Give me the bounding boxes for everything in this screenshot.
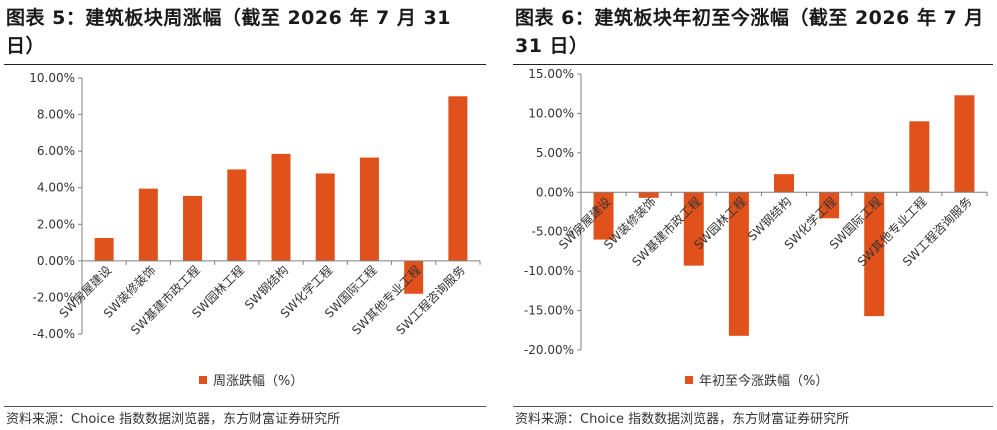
y-tick-label: 0.00%	[37, 254, 75, 268]
chart-area: 10.00% 8.00% 6.00% 4.00% 2.00% 0.00% -2.00% -4.…	[4, 66, 486, 404]
y-tick-label: -10.00%	[524, 264, 574, 278]
y-tick-label: 5.00%	[536, 146, 574, 160]
bar	[183, 195, 203, 261]
y-tick-label: -4.00%	[33, 327, 75, 341]
bar	[404, 260, 424, 294]
y-tick-label: 4.00%	[37, 181, 75, 195]
bar	[774, 174, 794, 193]
chart-area: 15.00% 10.00% 5.00% 0.00% -5.00% -10.00% -15.0…	[513, 66, 993, 404]
chart-panel-ytd: 图表 6：建筑板块年初至今涨幅（截至 2026 年 7 月 31 日） 15.0…	[509, 0, 997, 430]
chart-title: 图表 5：建筑板块周涨幅（截至 2026 年 7 月 31 日）	[6, 7, 451, 57]
y-tick-label: -20.00%	[524, 343, 574, 357]
source-divider	[513, 406, 993, 407]
bar	[954, 95, 975, 193]
source-note: 资料来源：Choice 指数数据浏览器，东方财富证券研究所	[6, 412, 341, 427]
bar	[227, 169, 247, 261]
y-tick-label: 2.00%	[37, 217, 75, 231]
y-tick-label: 15.00%	[528, 67, 574, 81]
y-tick-label: -5.00%	[532, 225, 574, 239]
legend-label: 周涨跌幅（%）	[213, 374, 304, 389]
bar	[593, 192, 614, 240]
chart-panel-weekly: 图表 5：建筑板块周涨幅（截至 2026 年 7 月 31 日） 10.00% 8…	[0, 0, 490, 430]
bar	[94, 238, 114, 261]
y-tick-label: 10.00%	[29, 71, 75, 85]
y-tick-label: -2.00%	[33, 290, 75, 304]
bar-chart-ytd: 15.00% 10.00% 5.00% 0.00% -5.00% -10.00% -15.0…	[524, 67, 988, 357]
bar	[864, 192, 885, 317]
bar	[728, 192, 749, 336]
title-divider	[4, 64, 486, 65]
y-tick-label: 6.00%	[37, 144, 75, 158]
bar	[315, 173, 335, 261]
y-tick-label: 0.00%	[536, 185, 574, 199]
source-note: 资料来源：Choice 指数数据浏览器，东方财富证券研究所	[515, 412, 850, 427]
legend-swatch	[199, 375, 207, 384]
legend-label: 年初至今涨跌幅（%）	[699, 374, 829, 389]
bar	[271, 153, 291, 261]
source-divider	[4, 406, 486, 407]
chart-legend: 周涨跌幅（%）	[199, 370, 303, 389]
bar	[638, 192, 659, 198]
bar	[683, 192, 704, 266]
title-divider	[513, 64, 993, 65]
y-tick-label: -15.00%	[524, 304, 574, 318]
legend-swatch	[685, 375, 693, 384]
bar	[359, 157, 379, 261]
bar	[819, 192, 840, 219]
bar-chart-weekly: 10.00% 8.00% 6.00% 4.00% 2.00% 0.00% -2.00% -4.…	[29, 71, 481, 341]
chart-legend: 年初至今涨跌幅（%）	[685, 370, 828, 389]
bar	[909, 121, 930, 193]
y-tick-label: 10.00%	[528, 106, 574, 120]
chart-title: 图表 6：建筑板块年初至今涨幅（截至 2026 年 7 月 31 日）	[515, 7, 984, 57]
bar	[138, 188, 158, 261]
bar	[448, 96, 468, 261]
y-tick-label: 8.00%	[37, 108, 75, 122]
